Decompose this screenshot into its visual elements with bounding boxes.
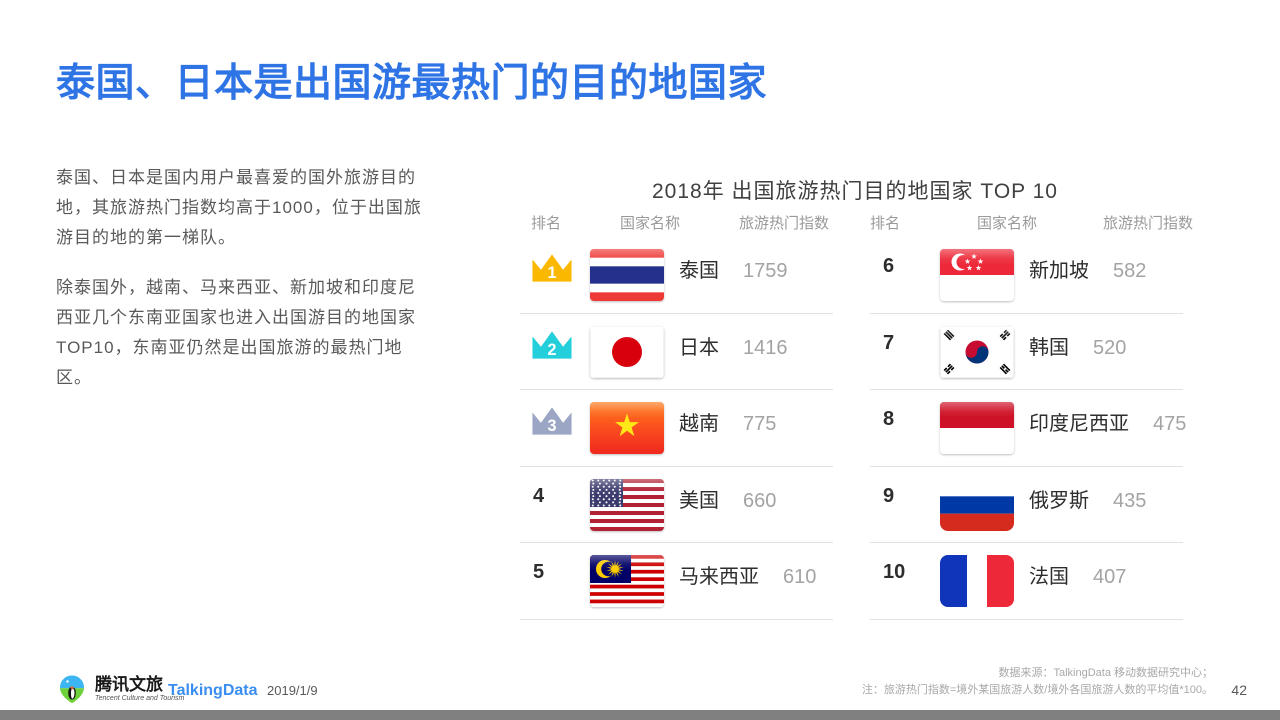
svg-text:2: 2 — [548, 341, 557, 359]
svg-text:1: 1 — [548, 264, 557, 282]
svg-text:3: 3 — [548, 417, 557, 435]
